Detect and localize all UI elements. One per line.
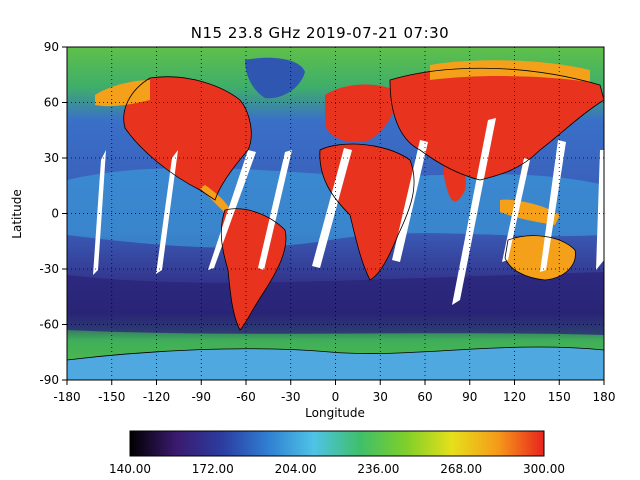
colorbar (129, 430, 545, 457)
x-tick-label: -180 (53, 390, 80, 404)
y-tick-label: 0 (51, 207, 59, 221)
landmass-central-america (200, 185, 232, 216)
colorbar-label: 204.00 (275, 462, 317, 476)
y-axis: 90 60 30 0 -30 -60 -90 (39, 40, 67, 387)
swath-gap-4 (258, 150, 292, 270)
swath-gap-2 (156, 150, 178, 274)
swath-gaps (93, 118, 604, 305)
y-tick-label: -60 (39, 318, 59, 332)
map-title: N15 23.8 GHz 2019-07-21 07:30 (190, 24, 450, 42)
x-tick-label: 180 (593, 390, 616, 404)
swath-gap-9 (540, 140, 566, 272)
y-tick-label: 90 (44, 40, 59, 54)
y-tick-label: 30 (44, 151, 59, 165)
gridlines (67, 47, 604, 380)
y-axis-title: Latitude (10, 189, 24, 238)
landmass-north-america (123, 76, 252, 200)
colorbar-label: 300.00 (523, 462, 565, 476)
colorbar-label: 268.00 (440, 462, 482, 476)
x-axis-title: Longitude (305, 406, 365, 420)
swath-gap-3 (208, 150, 256, 270)
colorbar-label: 236.00 (357, 462, 399, 476)
swath-gap-6 (392, 140, 428, 262)
x-tick-label: -60 (236, 390, 256, 404)
x-tick-label: 120 (503, 390, 526, 404)
x-tick-label: -120 (143, 390, 170, 404)
x-tick-label: 90 (462, 390, 477, 404)
y-tick-label: -90 (39, 373, 59, 387)
y-tick-label: 60 (44, 96, 59, 110)
x-tick-label: 150 (548, 390, 571, 404)
swath-gap-10 (596, 150, 604, 270)
colorbar-labels: 140.00 172.00 204.00 236.00 268.00 300.00 (109, 462, 565, 476)
swath-gap-7 (452, 118, 496, 305)
landmass-australia (505, 235, 576, 280)
x-tick-label: 30 (373, 390, 388, 404)
swath-gap-1 (93, 150, 106, 275)
x-tick-label: -90 (191, 390, 211, 404)
coastlines (67, 67, 604, 361)
x-tick-label: 0 (332, 390, 340, 404)
swath-gap-5 (312, 148, 352, 268)
x-tick-label: -150 (98, 390, 125, 404)
landmass-asia (390, 68, 604, 180)
y-tick-label: -30 (39, 262, 59, 276)
x-axis: -180 -150 -120 -90 -60 -30 0 30 60 90 120 150 180 (53, 380, 615, 404)
swath-gap-8 (502, 158, 530, 262)
colorbar-label: 140.00 (109, 462, 151, 476)
landmass-india (443, 160, 466, 202)
landmass-siberia (430, 60, 590, 82)
landmass-europe (325, 84, 396, 142)
landmass-greenland (245, 57, 305, 99)
x-tick-label: -30 (281, 390, 301, 404)
x-tick-label: 60 (417, 390, 432, 404)
colorbar-label: 172.00 (192, 462, 234, 476)
landmass-alaska (95, 80, 150, 107)
